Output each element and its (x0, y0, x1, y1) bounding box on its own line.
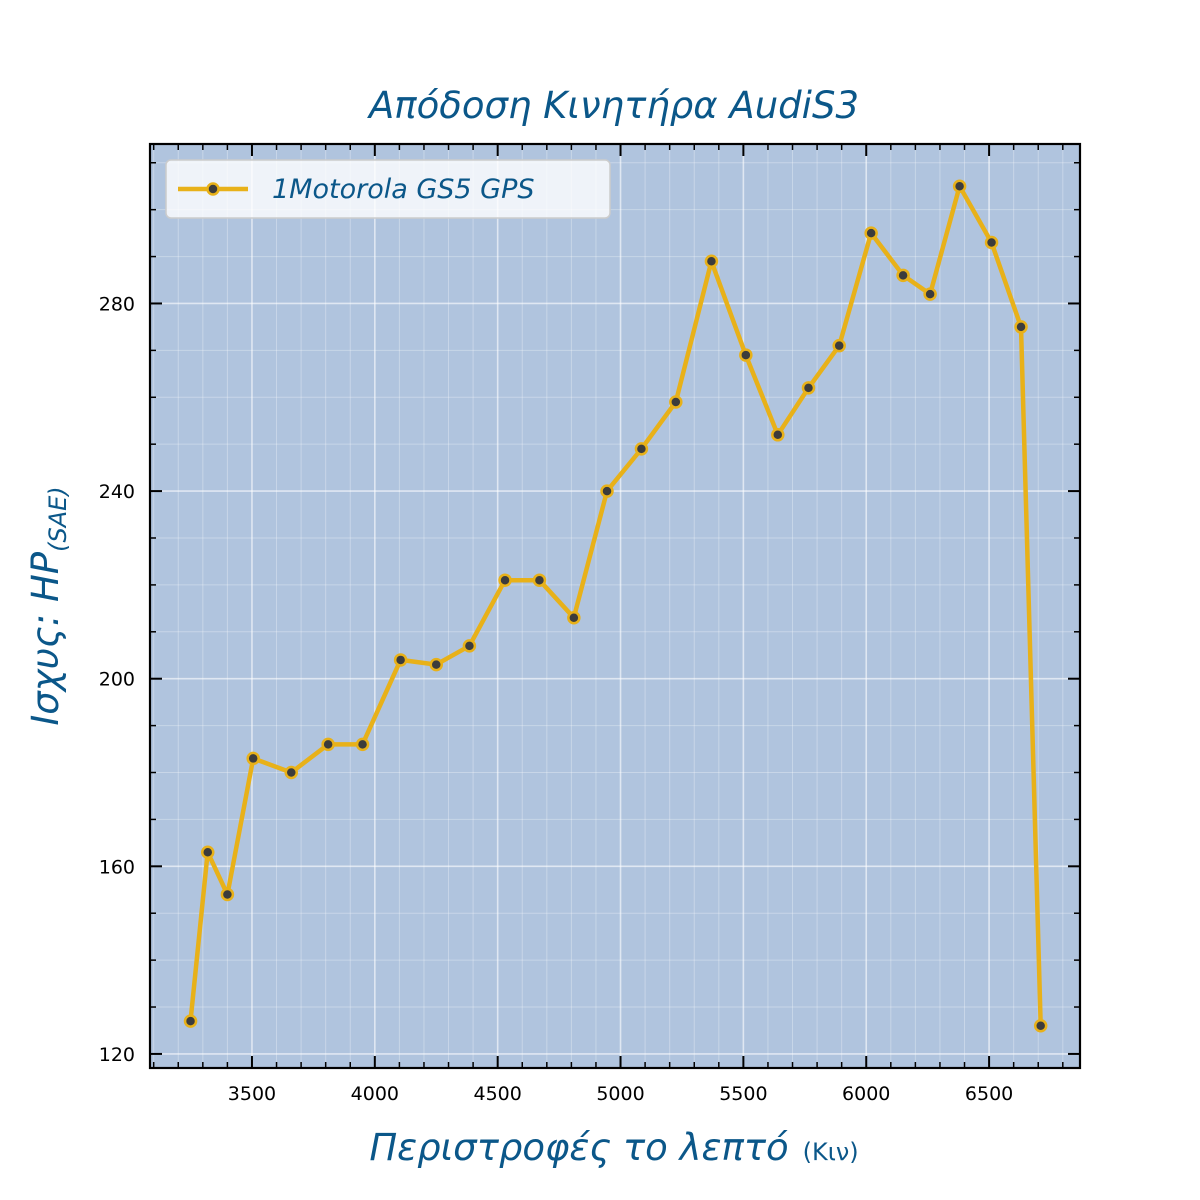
legend-label: 1Motorola GS5 GPS (272, 174, 535, 205)
plot-area (150, 144, 1080, 1068)
legend: 1Motorola GS5 GPS (165, 159, 611, 219)
x-tick-label: 5500 (719, 1083, 767, 1105)
series-layer (183, 179, 1048, 1033)
data-point (498, 573, 512, 587)
y-tick-label: 280 (99, 293, 135, 315)
grid (150, 144, 1080, 1068)
y-axis-label-main: Ισχυς: HP (24, 551, 67, 725)
legend-marker-swatch (206, 182, 220, 196)
ticks: 3500 4000 4500 5000 5500 6000 6500 120 160 200 240… (99, 144, 1080, 1105)
data-point (532, 573, 547, 587)
x-tick-label: 4000 (351, 1083, 399, 1105)
x-tick-label: 3500 (228, 1083, 276, 1105)
y-axis-label-sub: (SAE) (44, 486, 72, 552)
data-point (832, 338, 846, 353)
data-point (771, 428, 785, 442)
plot-background (150, 144, 1080, 1068)
x-tick-label: 5000 (596, 1083, 644, 1105)
data-point (1014, 320, 1028, 334)
data-point (183, 1014, 198, 1028)
axes-frame (148, 142, 1082, 1070)
x-tick-label: 6500 (965, 1083, 1013, 1105)
data-point (923, 287, 937, 301)
data-point (864, 226, 878, 240)
x-axis-label-unit: (Κιν) (803, 1138, 859, 1166)
legend-box (165, 159, 611, 219)
data-point (704, 254, 719, 269)
data-point (801, 381, 816, 395)
data-point (393, 653, 408, 667)
data-point (984, 235, 999, 250)
data-point (355, 737, 370, 752)
data-point (952, 179, 967, 193)
data-point (600, 484, 614, 498)
data-point (200, 845, 215, 859)
data-point (896, 268, 910, 283)
chart-title: Απόδοση Κινητήρα AudiS3 (367, 84, 859, 127)
y-tick-label: 160 (99, 856, 135, 878)
series-line (188, 183, 1043, 1026)
data-point (567, 610, 581, 625)
data-point (429, 657, 443, 672)
data-point (634, 442, 649, 456)
data-point (220, 887, 235, 902)
data-point (462, 639, 477, 653)
y-tick-label: 200 (99, 669, 135, 691)
data-point (669, 395, 683, 409)
data-point (321, 737, 335, 752)
x-tick-label: 4500 (473, 1083, 521, 1105)
x-axis-label-main: Περιστροφές το λεπτό (369, 1126, 788, 1169)
axes (148, 142, 1082, 1070)
data-point (1033, 1019, 1048, 1033)
x-axis-label: Περιστροφές το λεπτό (Κιν) (369, 1126, 858, 1169)
x-tick-label: 6000 (842, 1083, 890, 1105)
data-point (284, 765, 299, 780)
data-point (739, 348, 753, 362)
y-axis-label: Ισχυς: HP(SAE) (24, 486, 72, 725)
data-point (246, 751, 260, 766)
y-tick-label: 120 (99, 1044, 135, 1066)
y-tick-label: 240 (99, 481, 135, 503)
